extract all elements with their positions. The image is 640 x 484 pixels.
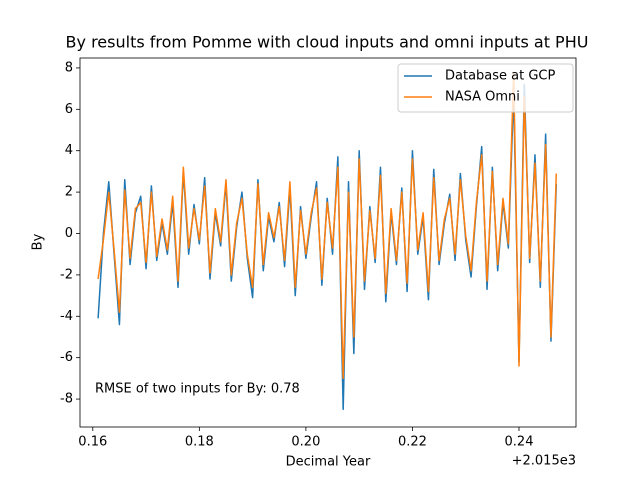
y-tick-label: -8 — [60, 392, 73, 407]
y-tick-label: 2 — [65, 185, 73, 200]
x-axis-label: Decimal Year — [286, 455, 371, 470]
y-tick-label: -6 — [60, 350, 73, 365]
y-tick-label: 0 — [65, 226, 73, 241]
x-tick-label: 0.24 — [505, 435, 534, 450]
x-tick-label: 0.18 — [185, 435, 214, 450]
legend-label: NASA Omni — [445, 90, 520, 105]
y-tick-label: 8 — [65, 60, 73, 75]
y-tick-label: -4 — [60, 309, 73, 324]
y-tick-label: 4 — [65, 143, 73, 158]
series-line — [97, 71, 558, 380]
y-axis-label: By — [31, 233, 46, 250]
legend-label: Database at GCP — [445, 69, 556, 84]
x-tick-label: 0.20 — [291, 435, 320, 450]
axes-frame — [79, 57, 577, 428]
chart-title: By results from Pomme with cloud inputs … — [66, 33, 589, 52]
y-tick-label: 6 — [65, 102, 73, 117]
legend: Database at GCP NASA Omni — [397, 63, 574, 113]
x-offset-text: +2.015e3 — [512, 454, 576, 469]
annotation: RMSE of two inputs for By: 0.78 — [95, 382, 300, 397]
y-tick-label: -2 — [60, 267, 73, 282]
x-tick-label: 0.22 — [398, 435, 427, 450]
x-tick-label: 0.16 — [78, 435, 107, 450]
legend-box — [397, 63, 574, 113]
plot-area — [97, 71, 558, 411]
